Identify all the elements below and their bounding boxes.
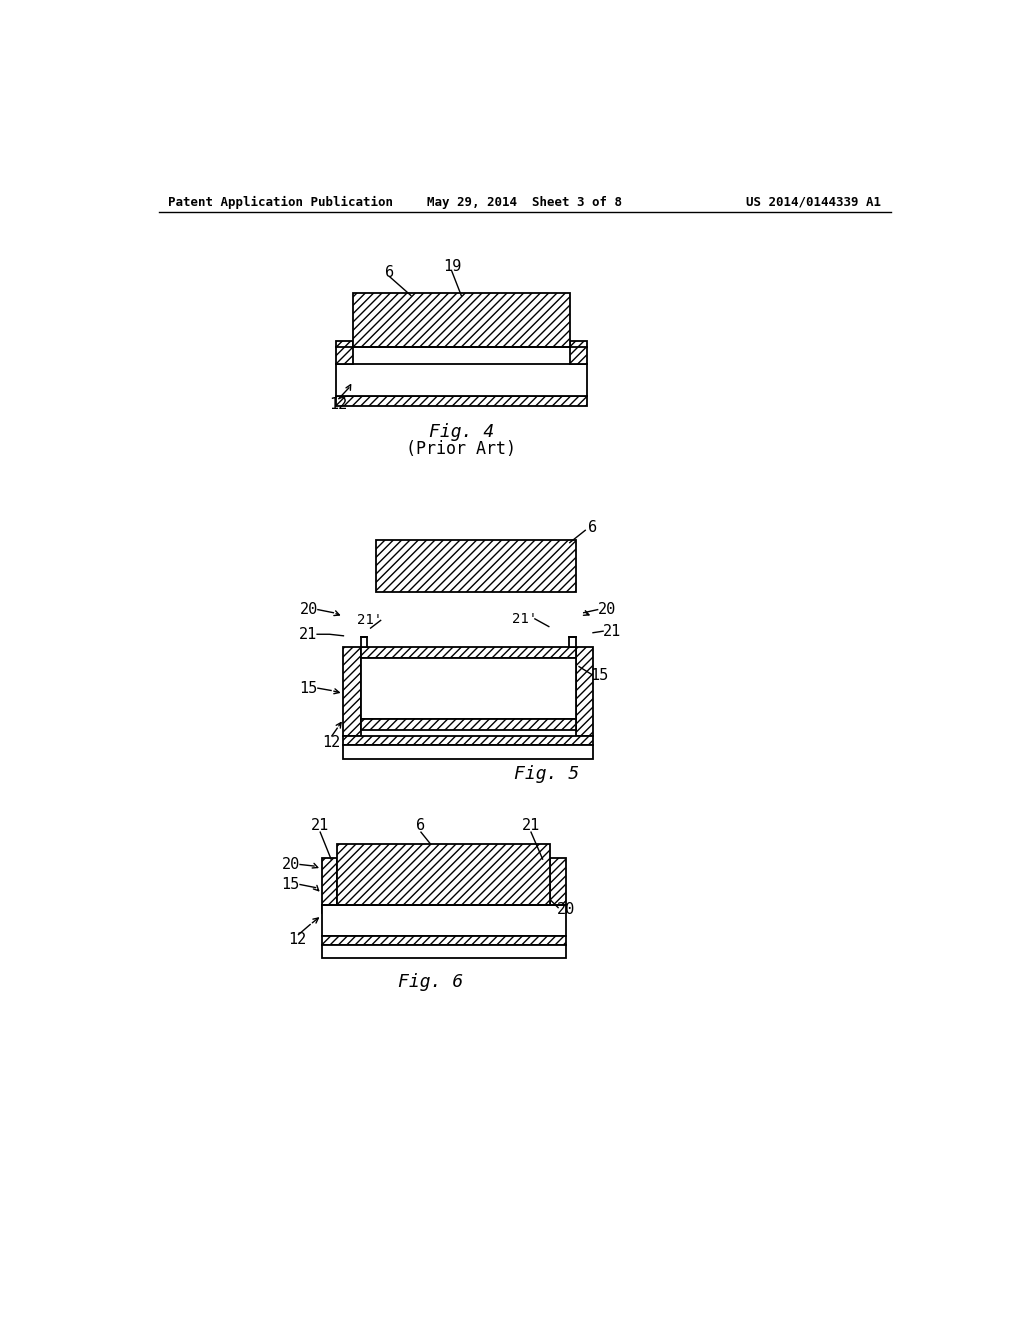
Text: 21': 21' [512,612,538,626]
Text: Fig. 5: Fig. 5 [514,766,580,783]
Text: (Prior Art): (Prior Art) [407,441,516,458]
Bar [322,945,566,958]
Text: 6: 6 [589,520,597,536]
Text: 20: 20 [557,902,575,916]
Bar [343,737,593,744]
Bar [343,647,360,737]
Text: Fig. 4: Fig. 4 [429,422,494,441]
Text: 6: 6 [385,265,394,280]
Text: 12: 12 [330,397,348,412]
Bar [569,341,587,364]
Bar [360,659,575,719]
Text: US 2014/0144339 A1: US 2014/0144339 A1 [746,195,882,209]
Bar [360,719,575,730]
Text: 15: 15 [590,668,608,684]
Text: 20: 20 [598,602,616,618]
Text: 21: 21 [311,818,330,833]
Bar [550,858,566,913]
Bar [569,636,575,647]
Bar [575,647,593,737]
Bar [322,858,337,913]
Text: 21: 21 [522,818,540,833]
Bar [376,540,575,591]
Bar [343,744,593,759]
Text: 21: 21 [603,623,622,639]
Bar [352,293,569,347]
Bar [336,396,587,407]
Text: 20: 20 [299,602,317,618]
Text: 19: 19 [442,259,461,273]
Bar [322,906,566,936]
Text: May 29, 2014  Sheet 3 of 8: May 29, 2014 Sheet 3 of 8 [427,195,623,209]
Text: 21': 21' [357,614,382,627]
Text: 15: 15 [282,876,300,892]
Bar [336,341,352,364]
Bar [360,636,368,647]
Text: Fig. 6: Fig. 6 [397,973,463,991]
Bar [336,364,587,396]
Text: 20: 20 [282,857,300,873]
Text: 12: 12 [322,734,340,750]
Text: 12: 12 [288,932,306,948]
Text: 6: 6 [417,818,426,833]
Bar [337,843,550,906]
Bar [322,936,566,945]
Bar [360,647,575,659]
Text: Patent Application Publication: Patent Application Publication [168,195,393,209]
Text: 15: 15 [299,681,317,696]
Text: 21: 21 [299,627,316,642]
